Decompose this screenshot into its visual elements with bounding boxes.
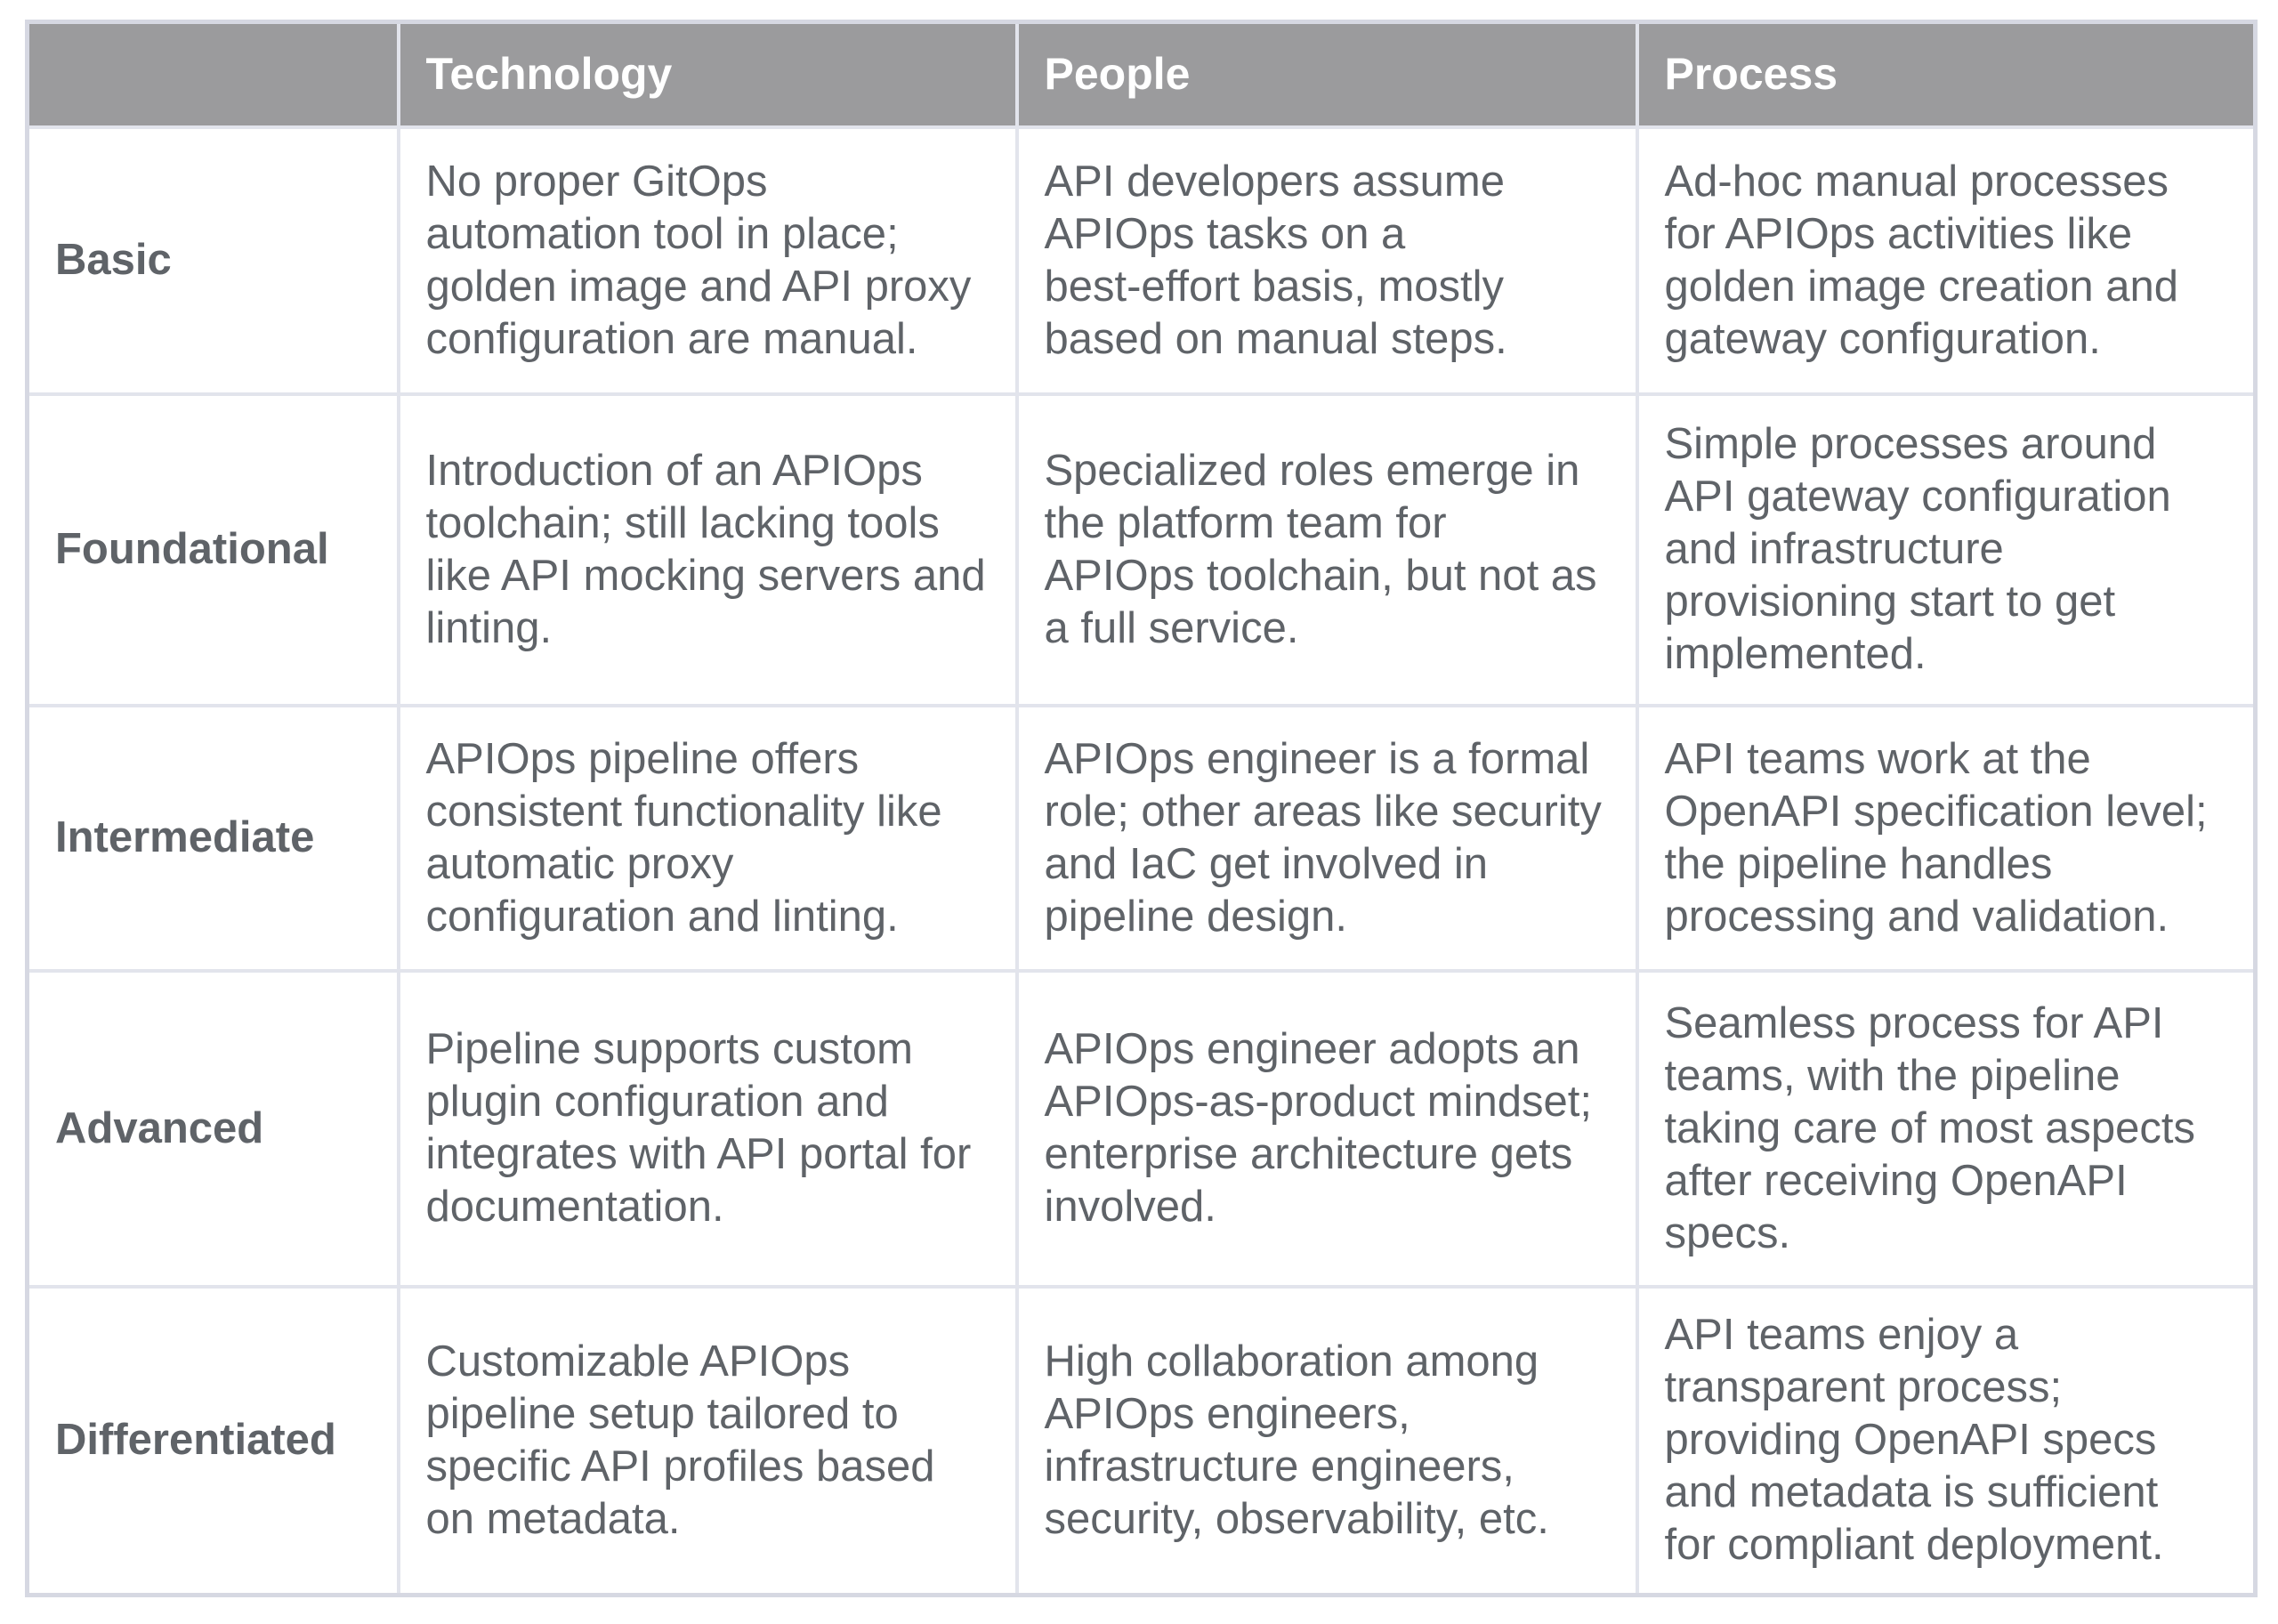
cell-basic-people: API developers assume APIOps tasks on a … bbox=[1014, 125, 1639, 396]
row-label-basic: Basic bbox=[25, 125, 400, 396]
cell-differentiated-process: API teams enjoy a transparent process; p… bbox=[1635, 1284, 2258, 1597]
table-row-advanced: Advanced Pipeline supports custom plugin… bbox=[25, 968, 2258, 1289]
table-row-basic: Basic No proper GitOps automation tool i… bbox=[25, 125, 2258, 396]
table-row-foundational: Foundational Introduction of an APIOps t… bbox=[25, 392, 2258, 707]
column-header-process: Process bbox=[1635, 20, 2258, 129]
table-row-intermediate: Intermediate APIOps pipeline offers cons… bbox=[25, 703, 2258, 973]
cell-foundational-technology: Introduction of an APIOps toolchain; sti… bbox=[396, 392, 1019, 707]
row-label-advanced: Advanced bbox=[25, 968, 400, 1289]
cell-foundational-people: Specialized roles emerge in the platform… bbox=[1014, 392, 1639, 707]
cell-differentiated-technology: Customizable APIOps pipeline setup tailo… bbox=[396, 1284, 1019, 1597]
cell-intermediate-process: API teams work at the OpenAPI specificat… bbox=[1635, 703, 2258, 973]
cell-advanced-technology: Pipeline supports custom plugin configur… bbox=[396, 968, 1019, 1289]
cell-intermediate-people: APIOps engineer is a formal role; other … bbox=[1014, 703, 1639, 973]
cell-intermediate-technology: APIOps pipeline offers consistent functi… bbox=[396, 703, 1019, 973]
cell-basic-process: Ad-hoc manual processes for APIOps activ… bbox=[1635, 125, 2258, 396]
header-row: Technology People Process bbox=[25, 20, 2258, 129]
cell-advanced-people: APIOps engineer adopts an APIOps-as-prod… bbox=[1014, 968, 1639, 1289]
cell-differentiated-people: High collaboration among APIOps engineer… bbox=[1014, 1284, 1639, 1597]
cell-advanced-process: Seamless process for API teams, with the… bbox=[1635, 968, 2258, 1289]
row-label-differentiated: Differentiated bbox=[25, 1284, 400, 1597]
cell-basic-technology: No proper GitOps automation tool in plac… bbox=[396, 125, 1019, 396]
row-label-intermediate: Intermediate bbox=[25, 703, 400, 973]
column-header-people: People bbox=[1014, 20, 1639, 129]
maturity-table-container: Technology People Process Basic No prope… bbox=[25, 20, 2258, 1597]
row-label-foundational: Foundational bbox=[25, 392, 400, 707]
cell-foundational-process: Simple processes around API gateway conf… bbox=[1635, 392, 2258, 707]
table-row-differentiated: Differentiated Customizable APIOps pipel… bbox=[25, 1284, 2258, 1597]
column-header-technology: Technology bbox=[396, 20, 1019, 129]
apiops-maturity-table: Technology People Process Basic No prope… bbox=[25, 20, 2258, 1597]
corner-cell bbox=[25, 20, 400, 129]
